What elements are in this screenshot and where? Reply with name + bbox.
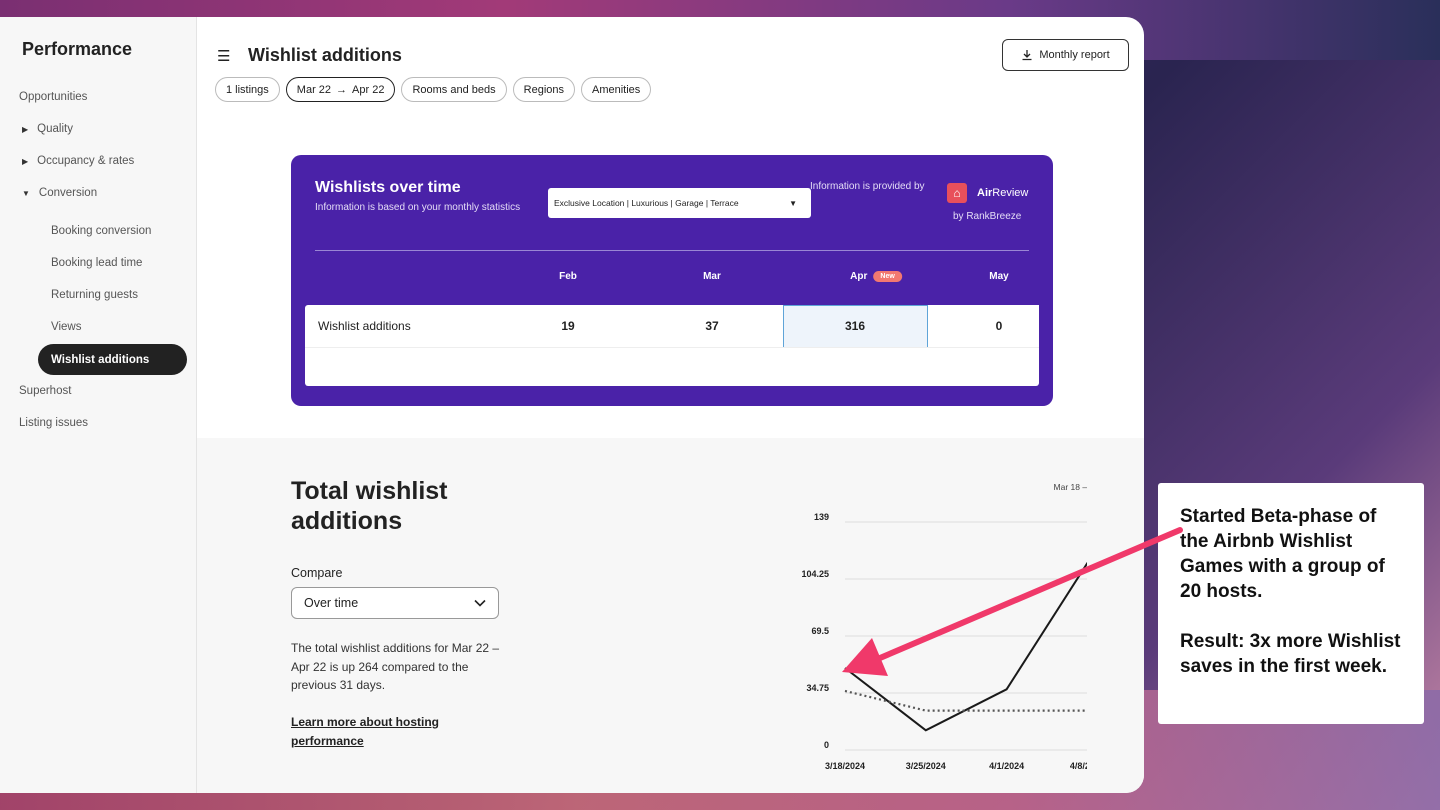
info-provided-text: Information is provided by xyxy=(810,181,925,192)
sidebar-item-listing-issues[interactable]: Listing issues xyxy=(19,417,88,429)
x-tick-label: 4/1/2024 xyxy=(989,761,1024,771)
y-tick-label: 69.5 xyxy=(811,626,829,636)
dropdown-caret-icon: ▼ xyxy=(789,198,797,208)
card-subtitle: Information is based on your monthly sta… xyxy=(315,202,521,213)
airreview-logo-icon: ⌂ xyxy=(947,183,967,203)
sidebar-item-label: Superhost xyxy=(19,385,72,397)
sidebar-item-label: Booking conversion xyxy=(51,225,152,237)
date-from: Mar 22 xyxy=(296,83,332,96)
value-apr[interactable]: 316 xyxy=(844,319,866,333)
chip-label: 1 listings xyxy=(226,83,269,96)
listing-select-value: Exclusive Location | Luxurious | Garage … xyxy=(554,198,739,208)
series-line-1 xyxy=(844,562,1087,732)
caret-right-icon: ▶ xyxy=(22,157,29,166)
value-feb: 19 xyxy=(561,319,575,333)
brand-name: AirReview xyxy=(977,187,1028,199)
wishlist-line-chart: 139 104.25 69.5 34.75 0 3/18/2024 3/25/2024 4/1… xyxy=(801,482,1087,771)
download-icon xyxy=(1022,50,1032,61)
learn-more-link[interactable]: Learn more about hosting performance xyxy=(291,715,440,748)
month-label: Apr xyxy=(850,271,868,283)
sidebar-item-opportunities[interactable]: Opportunities xyxy=(19,91,87,103)
sidebar-item-label: Wishlist additions xyxy=(51,353,150,366)
legend-label-1: Mar 18 – Apr 22 xyxy=(1054,482,1087,492)
filter-chips: 1 listings Mar 22 → Apr 22 Rooms and bed… xyxy=(215,77,652,102)
sidebar-item-label: Returning guests xyxy=(51,289,138,301)
rooms-filter-chip[interactable]: Rooms and beds xyxy=(401,77,507,102)
monthly-report-button[interactable]: Monthly report xyxy=(1002,39,1129,71)
listing-select[interactable]: Exclusive Location | Luxurious | Garage … xyxy=(548,188,811,218)
sidebar-item-label: Booking lead time xyxy=(51,257,143,269)
sidebar-item-label: Conversion xyxy=(38,187,98,199)
total-wishlist-section: Total wishlist additions Compare Over ti… xyxy=(197,438,1144,793)
sidebar-item-label: Listing issues xyxy=(19,417,89,429)
series-line-2 xyxy=(844,689,1087,712)
date-to: Apr 22 xyxy=(352,83,385,96)
sidebar-item-label: Quality xyxy=(37,123,73,135)
x-tick-label: 3/25/2024 xyxy=(906,761,946,771)
caret-down-icon: ▼ xyxy=(22,189,30,198)
app-window: Performance Opportunities ▶ Quality ▶ Occu… xyxy=(0,17,1144,793)
wishlist-table: Wishlist additions 19 37 316 0 xyxy=(305,305,1039,386)
month-header-apr: Apr New xyxy=(850,271,902,282)
compare-select[interactable]: Over time xyxy=(291,587,499,619)
month-header-mar: Mar xyxy=(703,271,721,282)
sidebar-item-views[interactable]: Views xyxy=(51,321,81,333)
row-divider xyxy=(305,347,1039,348)
sidebar-item-booking-conversion[interactable]: Booking conversion xyxy=(51,225,151,237)
annotation-callout: Started Beta-phase of the Airbnb Wishlis… xyxy=(1158,483,1424,724)
hamburger-menu-icon[interactable]: ☰ xyxy=(217,48,231,65)
sidebar-item-returning-guests[interactable]: Returning guests xyxy=(51,289,138,301)
sidebar-title: Performance xyxy=(22,39,133,59)
main-content: ☰ Wishlist additions Monthly report 1 li… xyxy=(197,17,1144,793)
brand-by: by RankBreeze xyxy=(953,211,1022,222)
new-badge: New xyxy=(873,271,902,282)
sidebar-item-label: Opportunities xyxy=(19,91,88,103)
sidebar-item-label: Views xyxy=(51,321,82,333)
sidebar-item-wishlist-additions[interactable]: Wishlist additions xyxy=(38,344,187,375)
arrow-right-icon: → xyxy=(336,83,348,96)
brand-rest: Review xyxy=(992,187,1029,199)
annotation-line-2: Result: 3x more Wishlist saves in the fi… xyxy=(1180,631,1401,677)
listings-filter-chip[interactable]: 1 listings xyxy=(215,77,280,102)
date-range-chip[interactable]: Mar 22 → Apr 22 xyxy=(285,77,396,102)
chip-label: Amenities xyxy=(592,83,641,96)
value-mar[interactable]: 37 xyxy=(705,319,719,333)
chip-label: Rooms and beds xyxy=(412,83,496,96)
y-tick-label: 34.75 xyxy=(806,683,829,693)
x-tick-label: 3/18/2024 xyxy=(825,761,865,771)
card-divider xyxy=(315,250,1029,251)
y-tick-label: 104.25 xyxy=(801,569,829,579)
sidebar-item-quality[interactable]: ▶ Quality xyxy=(22,123,73,135)
sidebar-item-superhost[interactable]: Superhost xyxy=(19,385,71,397)
compare-label: Compare xyxy=(291,566,343,580)
x-tick-label: 4/8/2024 xyxy=(1070,761,1087,771)
sidebar-item-label: Occupancy & rates xyxy=(37,155,135,167)
sidebar-item-booking-lead-time[interactable]: Booking lead time xyxy=(51,257,142,269)
annotation-line-1: Started Beta-phase of the Airbnb Wishlis… xyxy=(1180,506,1385,602)
y-tick-label: 0 xyxy=(824,740,829,750)
regions-filter-chip[interactable]: Regions xyxy=(512,77,575,102)
table-row-label: Wishlist additions xyxy=(318,319,411,333)
sidebar-item-occupancy[interactable]: ▶ Occupancy & rates xyxy=(22,155,134,167)
month-header-may: May xyxy=(989,271,1009,282)
page-title: Wishlist additions xyxy=(248,45,402,65)
value-may: 0 xyxy=(995,319,1003,333)
compare-select-value: Over time xyxy=(304,596,359,610)
sidebar: Performance Opportunities ▶ Quality ▶ Occu… xyxy=(0,17,197,793)
wishlists-over-time-card: Wishlists over time Information is based… xyxy=(291,155,1053,406)
caret-right-icon: ▶ xyxy=(22,125,29,134)
card-title: Wishlists over time xyxy=(315,179,461,196)
month-header-feb: Feb xyxy=(559,271,577,282)
summary-text: The total wishlist additions for Mar 22 … xyxy=(291,641,500,692)
total-title: Total wishlist additions xyxy=(291,477,448,535)
brand-bold: Air xyxy=(977,187,993,199)
chip-label: Regions xyxy=(523,83,564,96)
chevron-down-icon xyxy=(474,599,486,607)
amenities-filter-chip[interactable]: Amenities xyxy=(581,77,652,102)
y-tick-label: 139 xyxy=(814,512,829,522)
monthly-report-label: Monthly report xyxy=(1039,49,1110,61)
sidebar-item-conversion[interactable]: ▼ Conversion xyxy=(22,187,97,199)
